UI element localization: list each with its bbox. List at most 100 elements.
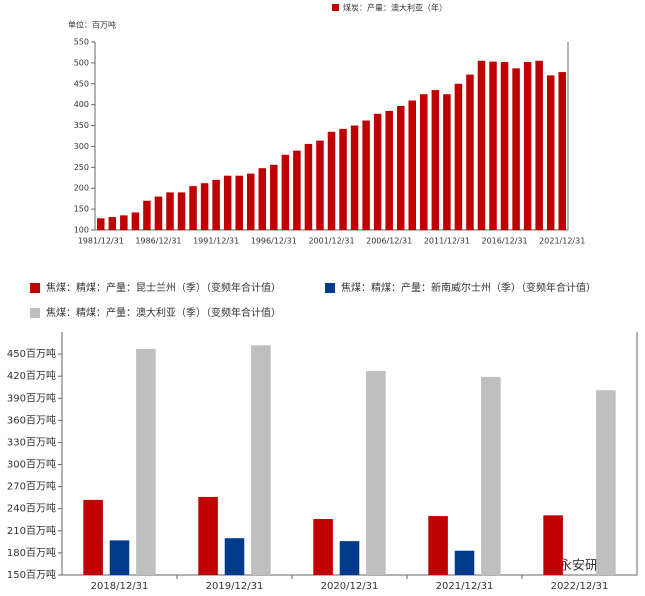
- bar: [143, 200, 151, 230]
- y-tick-label: 100: [74, 226, 89, 235]
- y-tick-label: 450百万吨: [7, 347, 56, 360]
- bar: [154, 196, 163, 230]
- y-tick-label: 330百万吨: [7, 435, 56, 448]
- y-tick-label: 200: [74, 184, 89, 193]
- bar: [362, 120, 370, 230]
- y-tick-label: 420百万吨: [7, 369, 56, 382]
- bar: [431, 90, 440, 231]
- x-tick-label: 2018/12/31: [91, 581, 149, 592]
- y-tick-label: 500: [74, 58, 89, 67]
- legend-label: 焦煤：精煤：产量：昆士兰州（季）（变频年合计值）: [46, 281, 281, 294]
- bar: [489, 61, 497, 230]
- bar: [558, 72, 566, 230]
- bar: [477, 60, 486, 230]
- bar: [166, 192, 174, 230]
- legend-swatch: [30, 283, 40, 293]
- x-tick-label: 2011/12/31: [424, 237, 470, 246]
- x-tick-label: 2022/12/31: [551, 581, 609, 592]
- bar: [109, 540, 130, 575]
- y-tick-label: 300百万吨: [7, 458, 56, 471]
- x-tick-label: 2019/12/31: [206, 581, 264, 592]
- legend-swatch: [30, 308, 40, 318]
- x-tick-label: 1986/12/31: [135, 237, 181, 246]
- bar: [313, 519, 333, 575]
- bar: [396, 105, 405, 230]
- x-tick-label: 2006/12/31: [366, 237, 412, 246]
- bar: [366, 371, 386, 575]
- bar: [177, 192, 186, 230]
- bar: [454, 83, 463, 231]
- bar: [131, 212, 140, 230]
- bar: [596, 390, 616, 575]
- bar: [304, 143, 313, 230]
- unit-label: 单位：百万吨: [68, 20, 116, 30]
- bar: [339, 541, 360, 575]
- bar: [454, 550, 475, 575]
- x-tick-label: 1981/12/31: [78, 237, 124, 246]
- bar: [258, 168, 267, 230]
- bar: [189, 186, 197, 230]
- y-tick-label: 450: [74, 79, 89, 88]
- bar: [523, 62, 532, 231]
- bar: [543, 515, 563, 575]
- bar: [385, 110, 393, 230]
- bar: [339, 128, 347, 230]
- x-tick-label: 2021/12/31: [436, 581, 494, 592]
- legend-label: 煤炭：产量：澳大利亚（年）: [343, 3, 447, 13]
- x-tick-label: 2021/12/31: [539, 237, 585, 246]
- bar: [373, 113, 382, 230]
- bar: [235, 175, 243, 230]
- y-tick-label: 400: [74, 100, 89, 109]
- x-tick-label: 1991/12/31: [193, 237, 239, 246]
- bar: [108, 217, 117, 230]
- bar: [546, 75, 555, 230]
- x-tick-label: 2016/12/31: [481, 237, 527, 246]
- bar: [512, 68, 520, 230]
- bar: [270, 164, 278, 230]
- bar: [198, 496, 218, 575]
- y-tick-label: 390百万吨: [7, 391, 56, 404]
- bar: [443, 94, 451, 230]
- bar: [316, 140, 324, 230]
- y-tick-label: 350: [74, 121, 89, 130]
- y-tick-label: 180百万吨: [7, 546, 56, 559]
- legend-label: 焦煤：精煤：产量：新南威尔士州（季）（变频年合计值）: [341, 281, 596, 294]
- bar: [120, 215, 128, 230]
- y-tick-label: 240百万吨: [7, 502, 56, 515]
- y-tick-label: 150: [74, 205, 89, 214]
- bar: [466, 74, 474, 230]
- y-tick-label: 150百万吨: [7, 568, 56, 581]
- legend-swatch: [325, 283, 335, 293]
- bar: [224, 538, 245, 575]
- bar: [281, 154, 290, 230]
- bar: [500, 62, 509, 231]
- bar: [408, 100, 417, 230]
- bar: [481, 376, 501, 575]
- bar: [200, 183, 209, 230]
- x-tick-label: 2020/12/31: [321, 581, 379, 592]
- x-tick-label: 2001/12/31: [308, 237, 354, 246]
- y-tick-label: 210百万吨: [7, 524, 56, 537]
- bar: [327, 131, 336, 230]
- bar: [350, 125, 359, 230]
- bar: [428, 516, 448, 575]
- bar: [246, 173, 255, 230]
- bar: [420, 94, 428, 230]
- bar: [212, 179, 220, 230]
- bar: [83, 499, 103, 575]
- y-tick-label: 250: [74, 163, 89, 172]
- legend-swatch: [332, 4, 339, 11]
- bar: [223, 175, 232, 230]
- bar: [136, 348, 156, 575]
- legend-label: 焦煤：精煤：产量：澳大利亚（季）（变频年合计值）: [46, 306, 281, 319]
- y-tick-label: 300: [74, 142, 89, 151]
- bar: [251, 345, 271, 575]
- bar: [293, 150, 301, 230]
- bar: [97, 218, 105, 230]
- bar: [535, 60, 543, 230]
- y-tick-label: 270百万吨: [7, 480, 56, 493]
- y-tick-label: 550: [74, 38, 89, 47]
- x-tick-label: 1996/12/31: [251, 237, 297, 246]
- y-tick-label: 360百万吨: [7, 413, 56, 426]
